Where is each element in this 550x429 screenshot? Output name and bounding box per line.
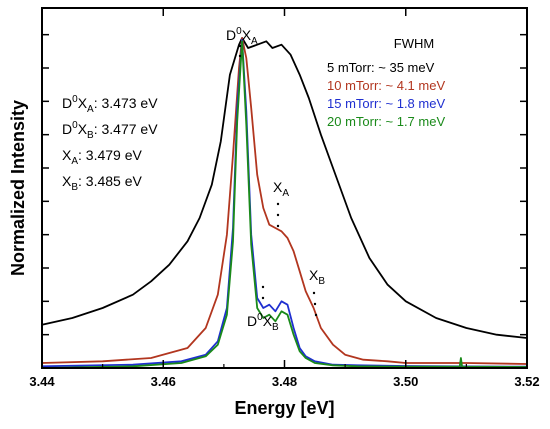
peak-label-3: D0XB bbox=[247, 312, 279, 333]
series-line-2 bbox=[41, 38, 528, 368]
peak-marker-dot bbox=[314, 313, 318, 317]
x-tick-label-3: 3.50 bbox=[393, 374, 418, 389]
energy-label-1: D0XB: 3.477 eV bbox=[62, 120, 158, 141]
series-line-0 bbox=[41, 37, 528, 339]
peak-marker-dot bbox=[261, 296, 265, 300]
peak-marker-dot bbox=[313, 302, 317, 306]
legend-entry-3: 20 mTorr: ~ 1.7 meV bbox=[327, 114, 445, 129]
series-line-1 bbox=[41, 37, 528, 365]
legend-entry-2: 15 mTorr: ~ 1.8 meV bbox=[327, 96, 445, 111]
x-axis-title: Energy [eV] bbox=[234, 398, 334, 418]
legend-entry-0: 5 mTorr: ~ 35 meV bbox=[327, 60, 435, 75]
peak-label-1: XA bbox=[273, 179, 289, 199]
peak-marker-dot bbox=[261, 285, 265, 289]
y-axis-title: Normalized Intensity bbox=[8, 100, 28, 276]
peak-marker-dot bbox=[312, 291, 316, 295]
peak-marker-dot bbox=[276, 213, 280, 217]
energy-label-2: XA: 3.479 eV bbox=[62, 147, 143, 167]
peak-marker-dot bbox=[238, 44, 242, 48]
peak-marker-dot bbox=[276, 224, 280, 228]
peak-marker-dot bbox=[238, 54, 242, 58]
peak-label-0: D0XA bbox=[226, 26, 258, 47]
x-tick-label-0: 3.44 bbox=[29, 374, 55, 389]
legend-entry-1: 10 mTorr: ~ 4.1 meV bbox=[327, 78, 445, 93]
energy-label-3: XB: 3.485 eV bbox=[62, 173, 143, 193]
energy-label-0: D0XA: 3.473 eV bbox=[62, 94, 158, 115]
legend-title: FWHM bbox=[394, 36, 434, 51]
peak-label-2: XB bbox=[309, 267, 325, 287]
x-tick-label-2: 3.48 bbox=[272, 374, 297, 389]
series-line-3 bbox=[41, 40, 528, 369]
x-tick-label-4: 3.52 bbox=[514, 374, 539, 389]
peak-marker-dot bbox=[276, 202, 280, 206]
x-tick-label-1: 3.46 bbox=[151, 374, 176, 389]
